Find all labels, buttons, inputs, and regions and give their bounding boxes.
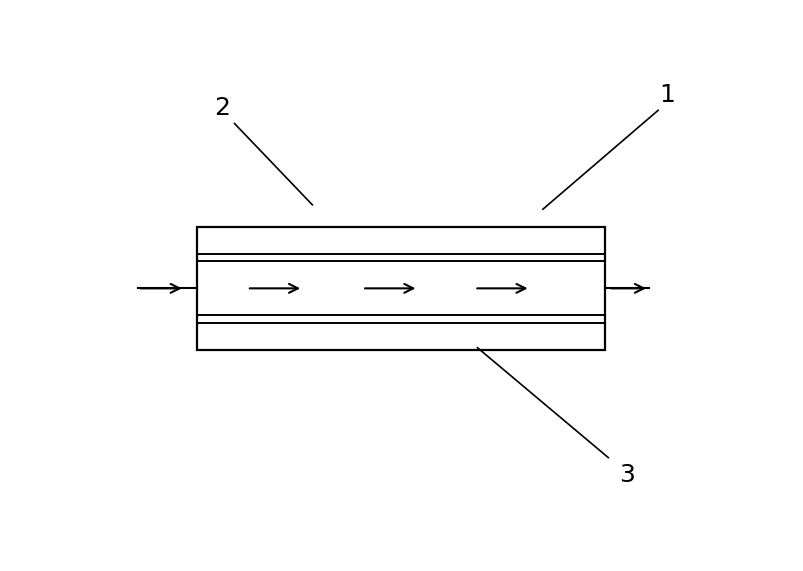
Bar	[197, 227, 605, 350]
Text: 1: 1	[658, 83, 675, 107]
Text: 3: 3	[618, 463, 634, 487]
Text: 2: 2	[214, 96, 230, 120]
